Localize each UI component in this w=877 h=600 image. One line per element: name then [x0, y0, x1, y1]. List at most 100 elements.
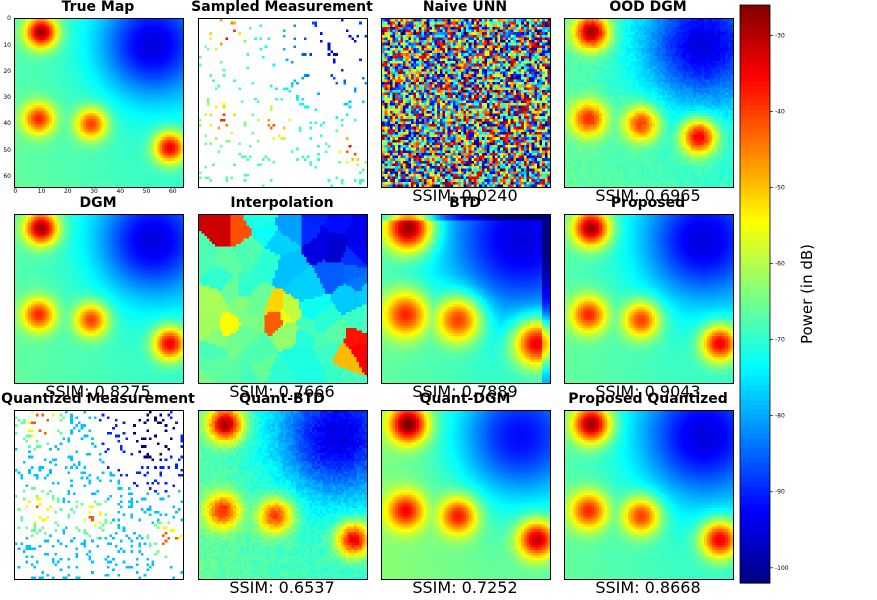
colorbar-segment [740, 222, 770, 227]
ssim-label: SSIM: 0.8668 [595, 579, 700, 596]
colorbar-segment [740, 569, 770, 574]
colorbar-segment [740, 236, 770, 241]
colorbar-tick-label: -100 [775, 565, 789, 572]
colorbar-segment [740, 549, 770, 554]
colorbar-segment [740, 516, 770, 521]
colorbar-segment [740, 544, 770, 549]
colorbar-segment [740, 410, 770, 415]
x-tick-label: 50 [141, 188, 153, 195]
colorbar-segment [740, 77, 770, 82]
panel-title: Quant-BTD [239, 392, 325, 407]
y-tick-label: 20 [1, 68, 11, 75]
colorbar-segment [740, 130, 770, 135]
colorbar-segment [740, 251, 770, 256]
panel-title: Proposed [611, 196, 685, 211]
colorbar-segment [740, 29, 770, 34]
colorbar-segment [740, 265, 770, 270]
heatmap-7 [564, 214, 734, 384]
y-tick-label: 10 [1, 42, 11, 49]
colorbar-segment [740, 540, 770, 545]
heatmap-10 [381, 410, 551, 580]
colorbar-segment [740, 34, 770, 39]
colorbar-tick-label: -60 [775, 261, 785, 268]
panel-title: Quant-DGM [420, 392, 511, 407]
colorbar-segment [740, 453, 770, 458]
colorbar-segment [740, 159, 770, 164]
colorbar-segment [740, 202, 770, 207]
heatmap-1 [198, 18, 368, 188]
colorbar-segment [740, 178, 770, 183]
colorbar-segment [740, 92, 770, 97]
colorbar-tick-label: -30 [775, 32, 785, 39]
colorbar-segment [740, 174, 770, 179]
heatmap-4 [14, 214, 184, 384]
colorbar-segment [740, 376, 770, 381]
colorbar-tick-label: -90 [775, 489, 785, 496]
colorbar-label: Power (in dB) [798, 239, 816, 349]
colorbar-segment [740, 333, 770, 338]
x-tick-label: 30 [88, 188, 100, 195]
heatmap-3 [564, 18, 734, 188]
colorbar-segment [740, 400, 770, 405]
colorbar-segment [740, 145, 770, 150]
colorbar-segment [740, 140, 770, 145]
colorbar-segment [740, 443, 770, 448]
colorbar-segment [740, 564, 770, 569]
colorbar-segment [740, 212, 770, 217]
colorbar-segment [740, 63, 770, 68]
colorbar-segment [740, 284, 770, 289]
heatmap-6 [381, 214, 551, 384]
colorbar-segment [740, 535, 770, 540]
colorbar-segment [740, 381, 770, 386]
colorbar-segment [740, 347, 770, 352]
colorbar-segment [740, 164, 770, 169]
colorbar-segment [740, 361, 770, 366]
colorbar-segment [740, 366, 770, 371]
panel-title: BTD [449, 196, 481, 211]
colorbar-segment [740, 270, 770, 275]
colorbar-segment [740, 530, 770, 535]
colorbar-segment [740, 44, 770, 49]
colorbar-segment [740, 520, 770, 525]
x-tick-label: 0 [9, 188, 21, 195]
colorbar-segment [740, 573, 770, 578]
colorbar-segment [740, 419, 770, 424]
colorbar-segment [740, 111, 770, 116]
colorbar-tick-label: -40 [775, 108, 785, 115]
heatmap-2 [381, 18, 551, 188]
colorbar-segment [740, 68, 770, 73]
colorbar-segment [740, 106, 770, 111]
colorbar-segment [740, 395, 770, 400]
colorbar-segment [740, 227, 770, 232]
colorbar-segment [740, 150, 770, 155]
colorbar-segment [740, 231, 770, 236]
colorbar-segment [740, 39, 770, 44]
colorbar-segment [740, 275, 770, 280]
panel-sampled-measurement: Sampled Measurement [198, 0, 366, 208]
colorbar-segment [740, 280, 770, 285]
colorbar-segment [740, 299, 770, 304]
colorbar-segment [740, 87, 770, 92]
colorbar-segment [740, 463, 770, 468]
heatmap-9 [198, 410, 368, 580]
colorbar-segment [740, 525, 770, 530]
colorbar-segment [740, 58, 770, 63]
panel-title: Proposed Quantized [568, 392, 728, 407]
colorbar-segment [740, 482, 770, 487]
colorbar-segment [740, 487, 770, 492]
colorbar-segment [740, 154, 770, 159]
colorbar-segment [740, 477, 770, 482]
heatmap-8 [14, 410, 184, 580]
panel-title: Quantized Measurement [1, 392, 195, 407]
colorbar-segment [740, 313, 770, 318]
colorbar-segment [740, 414, 770, 419]
colorbar-segment [740, 308, 770, 313]
x-tick-label: 60 [167, 188, 179, 195]
colorbar-segment [740, 53, 770, 58]
colorbar-segment [740, 188, 770, 193]
